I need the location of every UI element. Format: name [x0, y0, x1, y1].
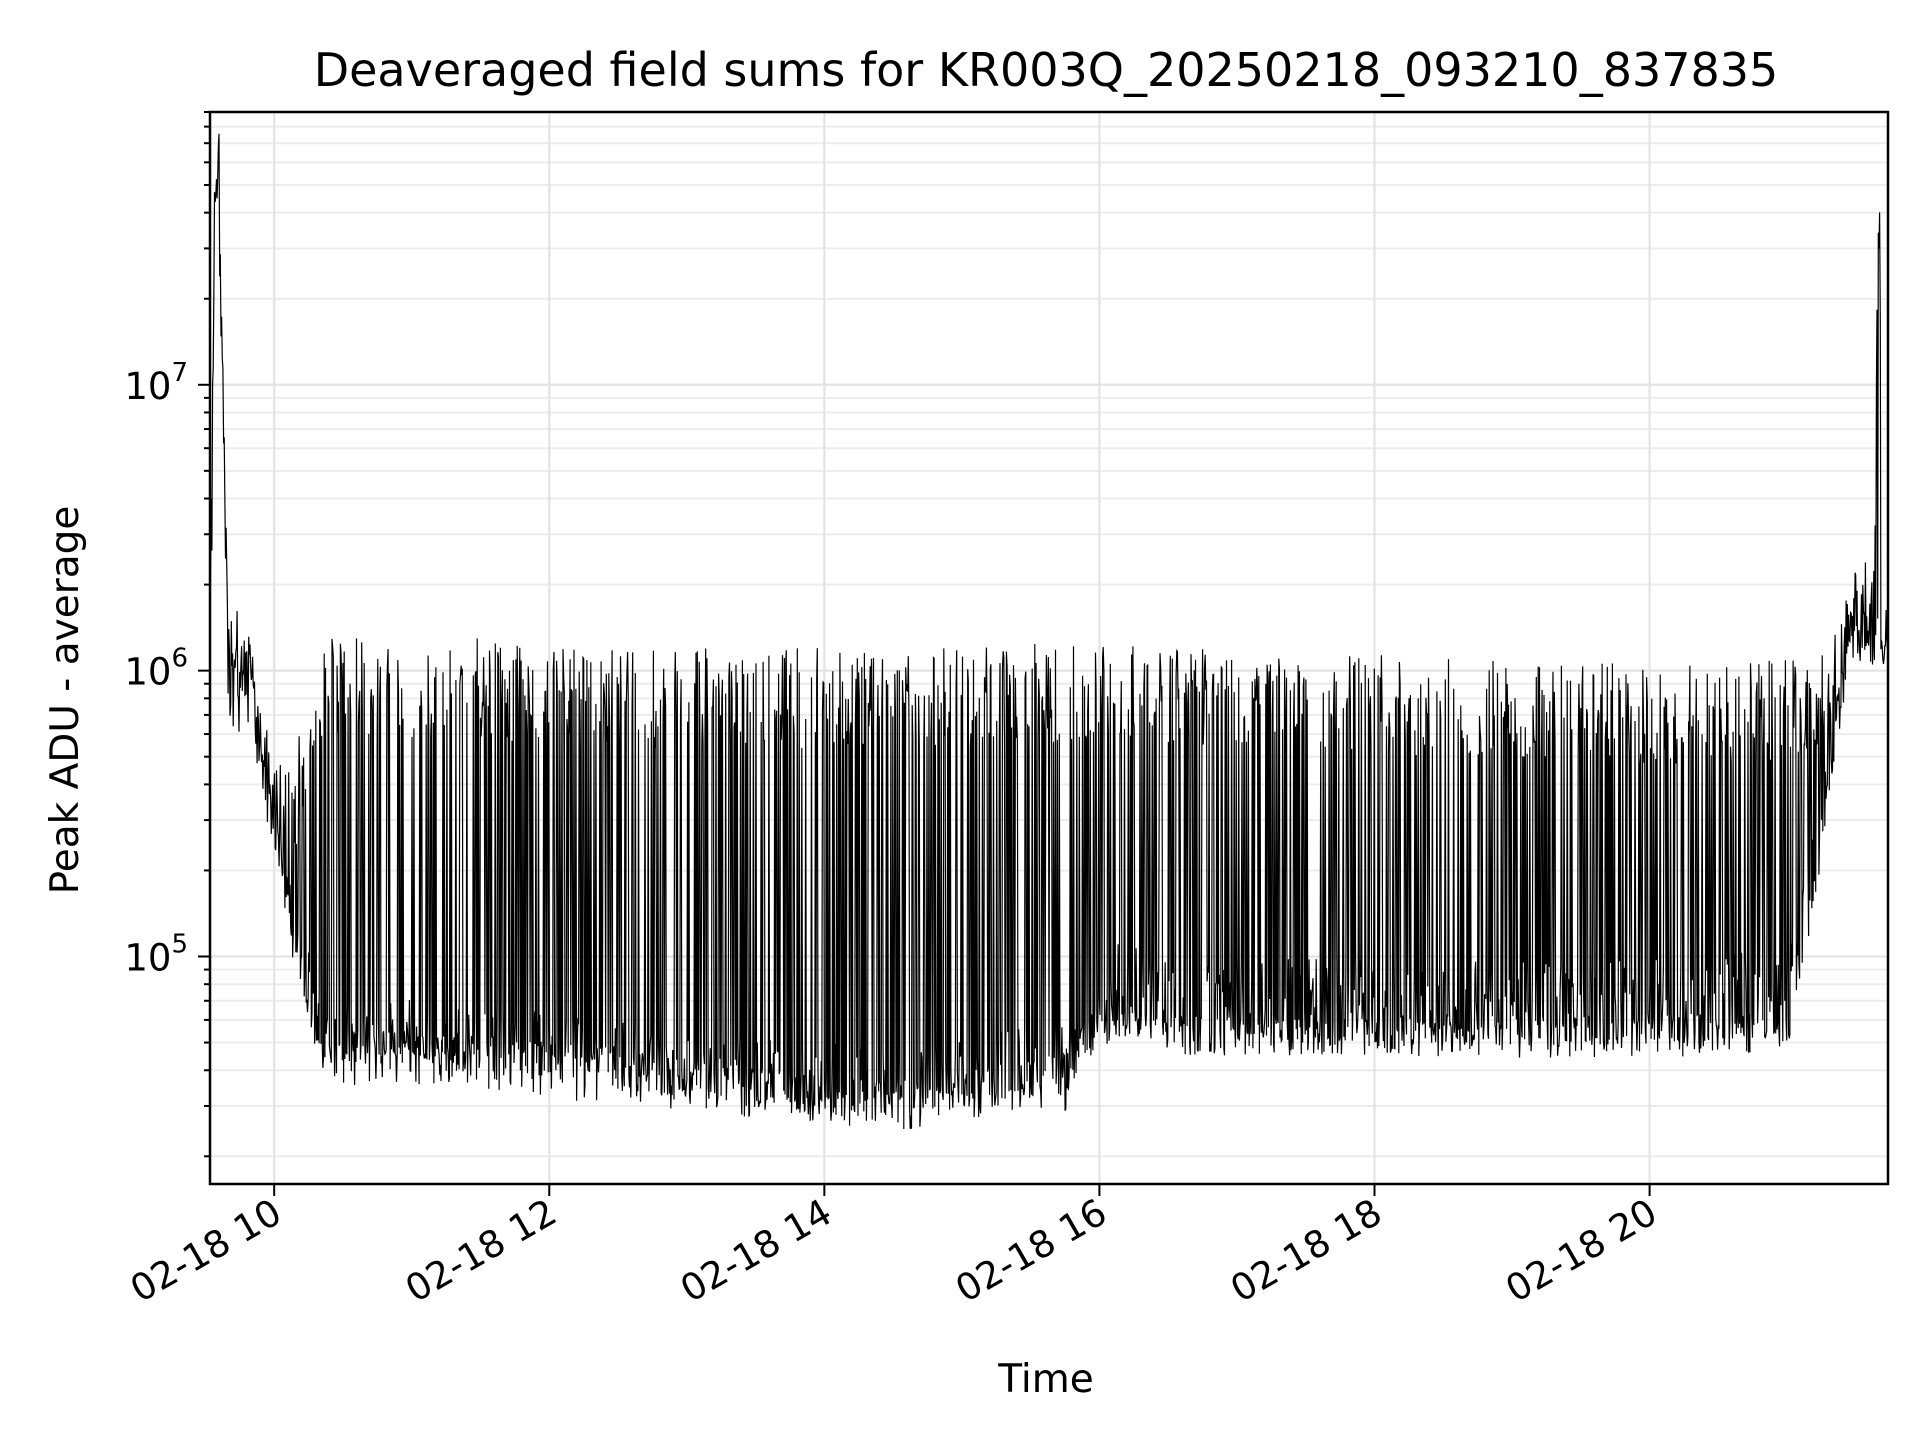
x-axis-label: Time: [997, 1357, 1093, 1402]
plot-frame: [208, 110, 1890, 1186]
y-tick-label: 105: [124, 929, 188, 979]
series-line: [209, 133, 1889, 1130]
chart-title: Deaveraged field sums for KR003Q_2025021…: [314, 43, 1779, 97]
y-tick-label: 107: [124, 358, 188, 408]
y-tick-label: 106: [124, 644, 188, 694]
series-group: [209, 133, 1889, 1130]
y-axis-label: Peak ADU - average: [43, 506, 88, 895]
